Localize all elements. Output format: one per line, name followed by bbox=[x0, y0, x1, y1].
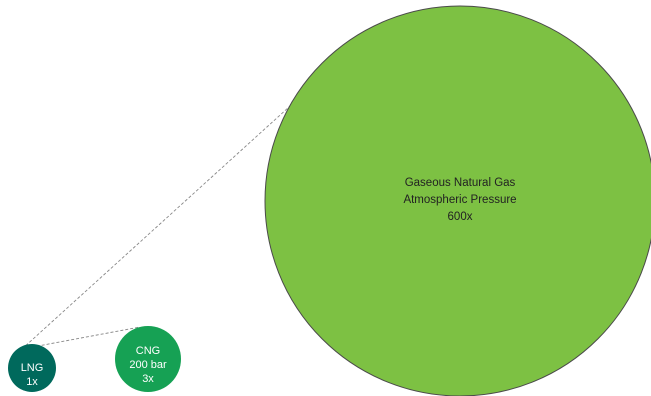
lng-label-title: LNG bbox=[21, 362, 44, 374]
lng-label-ratio: 1x bbox=[26, 376, 38, 388]
cng-label-pressure: 200 bar bbox=[129, 359, 167, 371]
connector-line-lng-to-gaseous bbox=[21, 77, 322, 350]
cng-label-title: CNG bbox=[136, 345, 160, 357]
gaseous-label-ratio: 600x bbox=[448, 211, 473, 223]
cng-label-ratio: 3x bbox=[142, 373, 154, 385]
gaseous-label-pressure: Atmospheric Pressure bbox=[403, 194, 516, 206]
lng-circle bbox=[8, 344, 56, 392]
gaseous-natural-gas-circle bbox=[264, 5, 651, 396]
connector-line-lng-to-cng bbox=[21, 326, 141, 350]
cng-circle bbox=[115, 326, 181, 392]
gaseous-label-title: Gaseous Natural Gas bbox=[405, 177, 516, 189]
